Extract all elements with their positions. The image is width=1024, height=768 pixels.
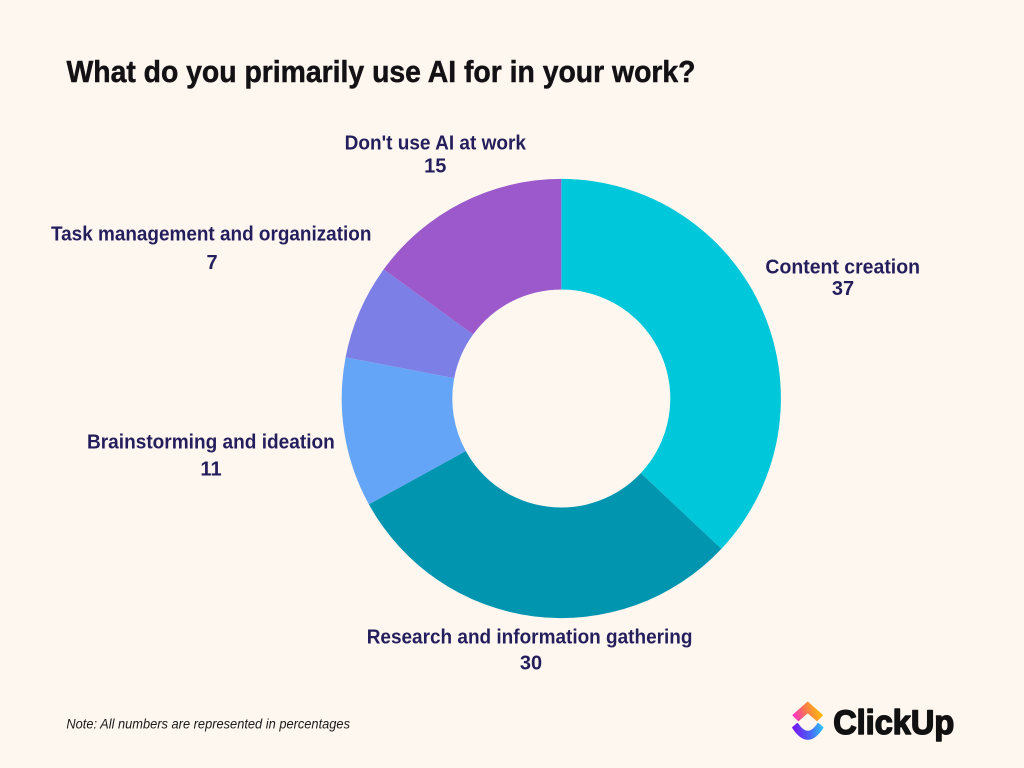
svg-text:Note: All numbers are represen: Note: All numbers are represented in per… xyxy=(66,717,350,732)
svg-text:15: 15 xyxy=(424,155,446,177)
svg-text:11: 11 xyxy=(200,459,221,481)
svg-text:What do you primarily use AI f: What do you primarily use AI for in your… xyxy=(67,54,696,89)
svg-text:ClickUp: ClickUp xyxy=(833,704,954,742)
svg-text:30: 30 xyxy=(520,652,542,674)
svg-text:Content creation: Content creation xyxy=(765,256,920,278)
svg-text:7: 7 xyxy=(206,252,217,274)
svg-text:37: 37 xyxy=(832,278,854,300)
svg-text:Brainstorming and ideation: Brainstorming and ideation xyxy=(87,432,335,454)
svg-text:Research and information gathe: Research and information gathering xyxy=(367,627,693,649)
svg-text:Don't use AI at work: Don't use AI at work xyxy=(345,133,527,155)
svg-text:Task management and organizati: Task management and organization xyxy=(51,224,371,246)
